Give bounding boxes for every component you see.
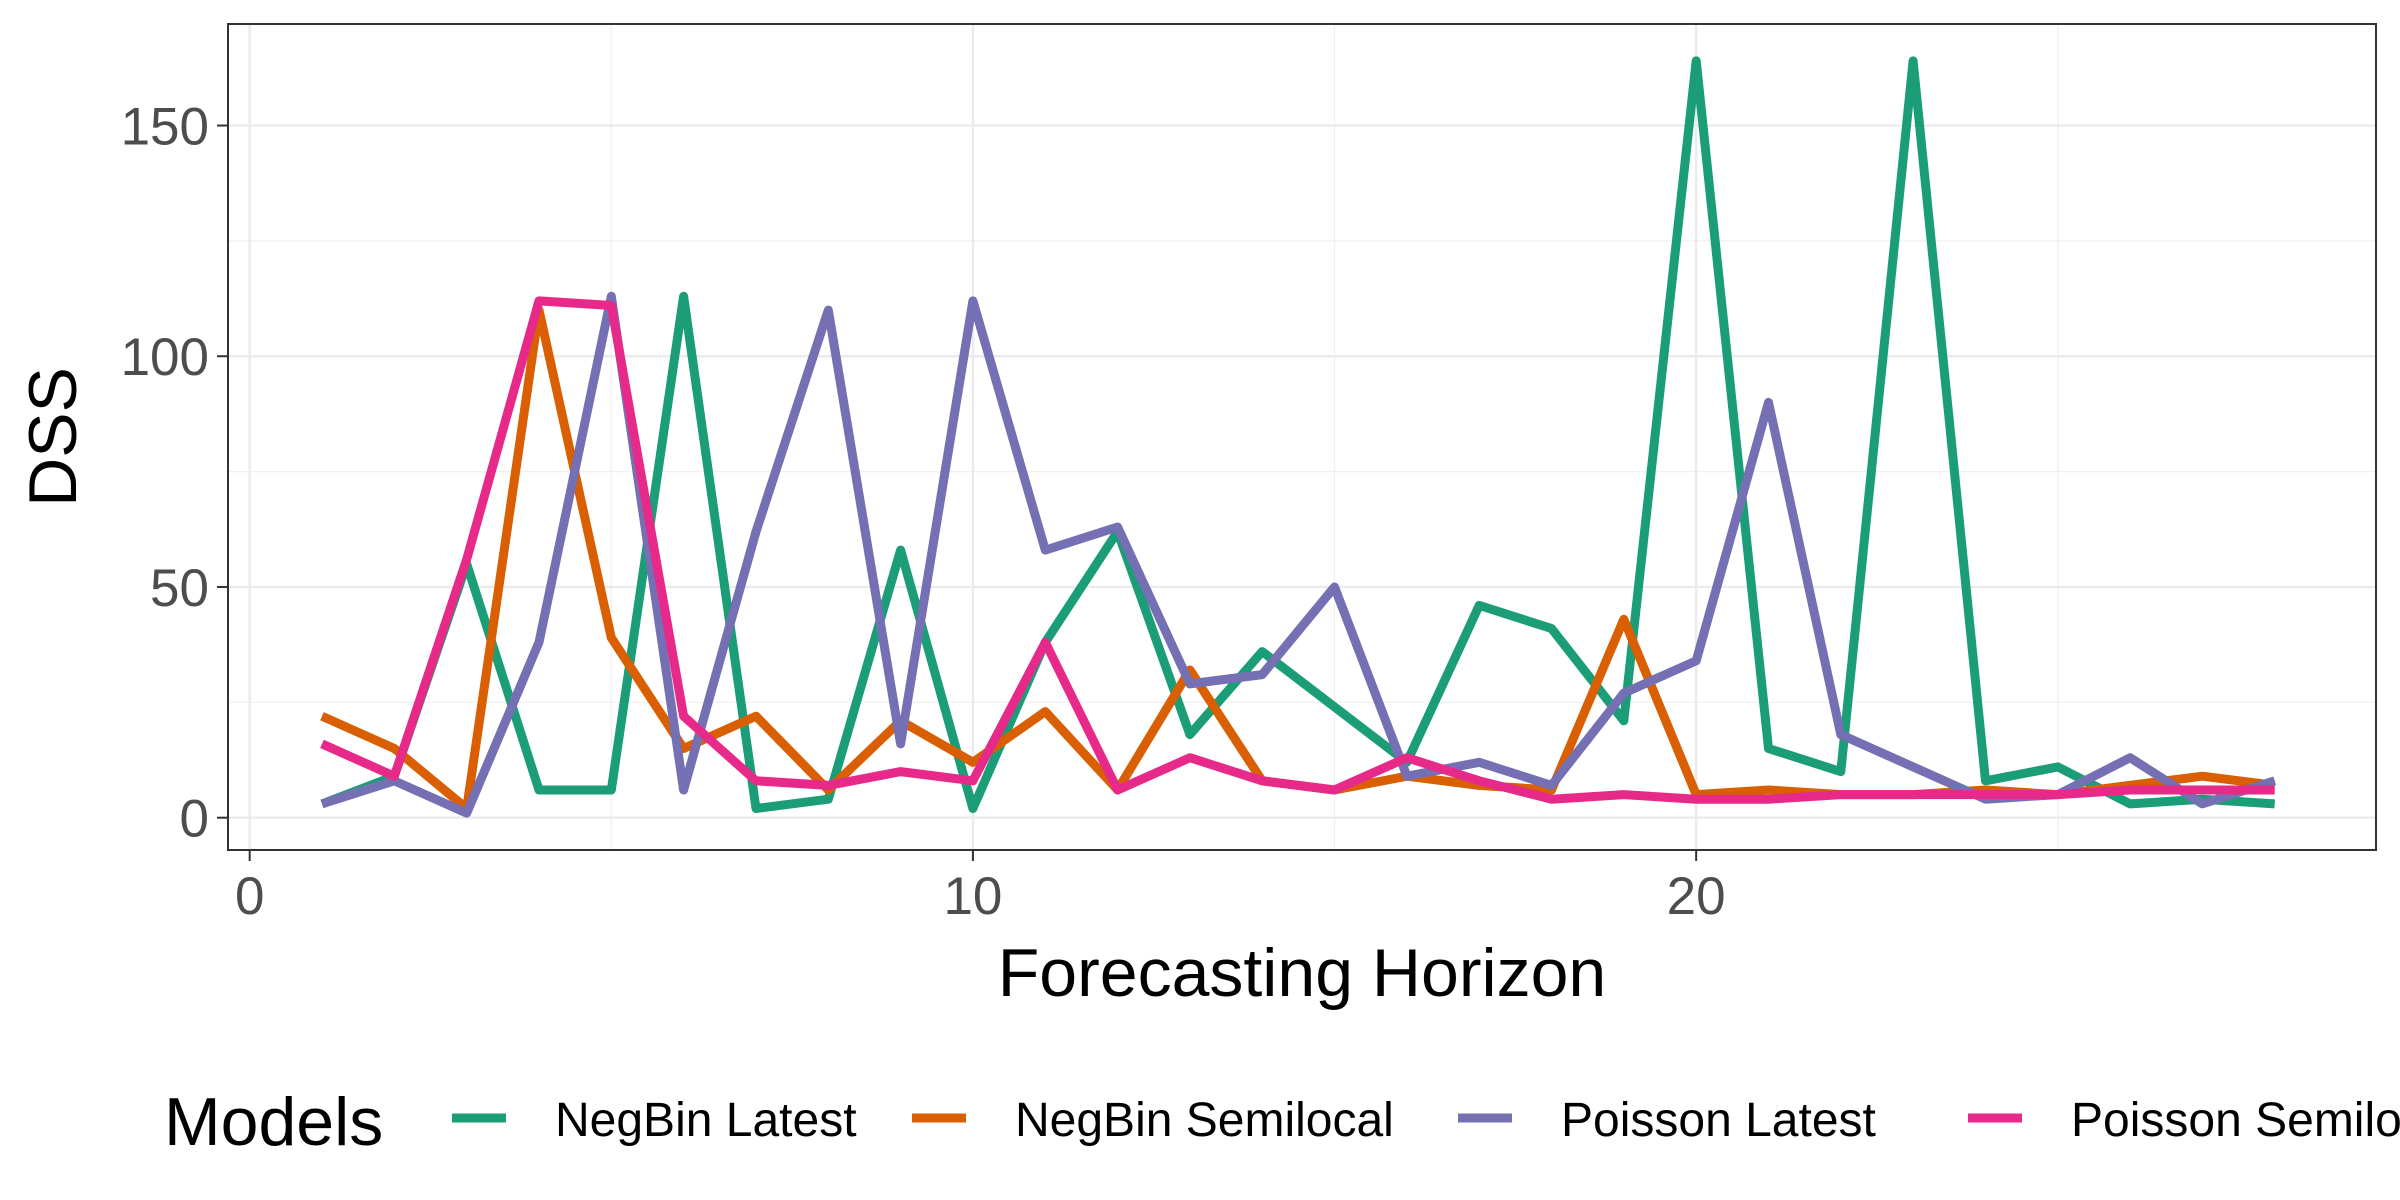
- legend-item: NegBin Latest: [452, 1094, 857, 1147]
- legend: Models NegBin Latest NegBin Semilocal Pois…: [164, 1084, 2400, 1160]
- axis-ticks: 0 10 20 0 50 100 150: [121, 98, 1726, 926]
- legend-item: Poisson Semilocal: [1968, 1094, 2400, 1147]
- x-tick-label: 0: [235, 867, 264, 926]
- series-lines: [320, 56, 2277, 818]
- y-tick-label: 50: [150, 559, 209, 618]
- y-tick-label: 100: [121, 328, 209, 387]
- x-tick-label: 10: [943, 867, 1002, 926]
- x-tick-label: 20: [1667, 867, 1726, 926]
- legend-label: NegBin Semilocal: [1015, 1094, 1394, 1147]
- legend-label: NegBin Latest: [555, 1094, 857, 1147]
- legend-label: Poisson Semilocal: [2071, 1094, 2400, 1147]
- series-line-3: [320, 291, 2277, 818]
- legend-item: Poisson Latest: [1458, 1094, 1876, 1147]
- y-tick-label: 0: [180, 790, 209, 849]
- legend-label: Poisson Latest: [1561, 1094, 1876, 1147]
- plot-panel-border: [227, 23, 2377, 851]
- x-axis-title: Forecasting Horizon: [998, 935, 1606, 1011]
- y-tick-label: 150: [121, 98, 209, 157]
- gridlines: [228, 24, 2376, 850]
- legend-title: Models: [164, 1084, 383, 1160]
- series-line-4: [320, 296, 2275, 804]
- legend-items: NegBin Latest NegBin Semilocal Poisson Lat…: [452, 1094, 2400, 1147]
- y-axis-title: DSS: [15, 367, 91, 507]
- legend-item: NegBin Semilocal: [912, 1094, 1394, 1147]
